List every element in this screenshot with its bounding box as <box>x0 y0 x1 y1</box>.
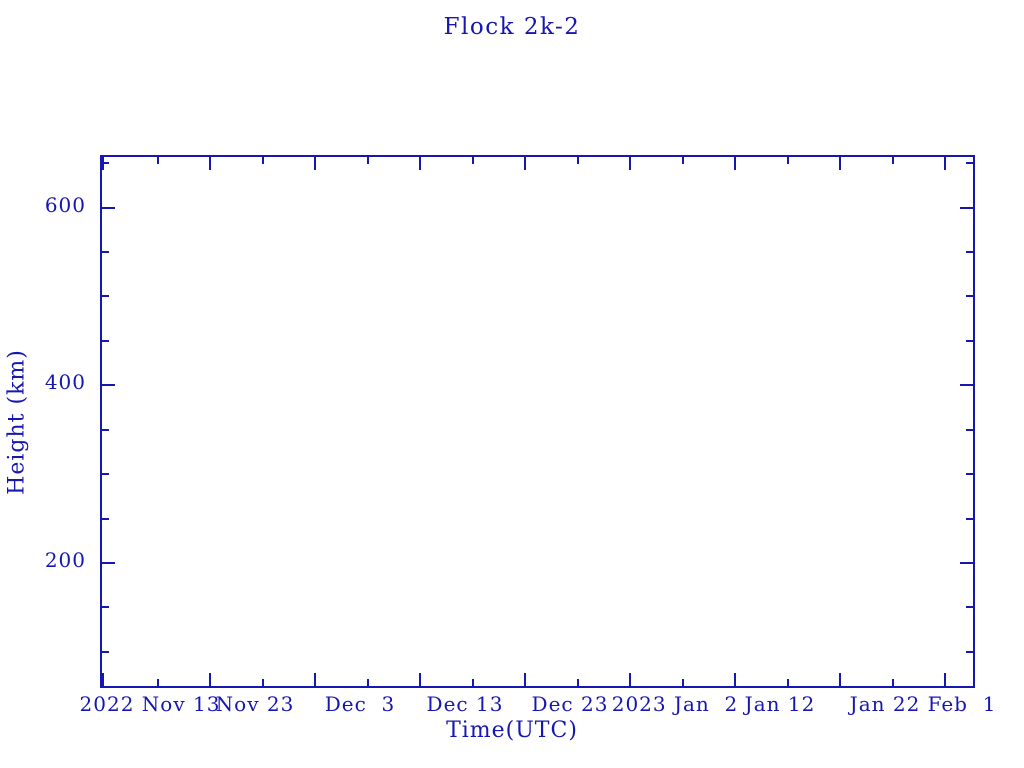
axis-tick <box>944 157 946 170</box>
axis-tick <box>629 673 631 686</box>
x-axis-title: Time(UTC) <box>446 718 578 743</box>
axis-tick <box>472 679 474 686</box>
x-axis-tick-label: Nov 23 <box>215 692 295 716</box>
axis-tick <box>966 473 973 475</box>
axis-tick <box>419 157 421 170</box>
axis-tick <box>524 157 526 170</box>
axis-tick <box>577 679 579 686</box>
axis-tick <box>157 157 159 164</box>
axis-tick <box>960 207 973 209</box>
axis-tick <box>102 473 109 475</box>
y-axis-tick-labels: 600 400 200 <box>0 155 92 688</box>
axis-tick <box>419 673 421 686</box>
axis-tick <box>682 157 684 164</box>
axis-tick <box>966 295 973 297</box>
axis-tick <box>102 673 104 686</box>
axis-tick <box>966 251 973 253</box>
x-axis-tick-label: Dec 13 <box>426 692 504 716</box>
axis-tick <box>839 673 841 686</box>
axis-tick <box>314 157 316 170</box>
axis-tick <box>102 518 109 520</box>
x-axis-tick-label: Dec 23 <box>531 692 609 716</box>
axis-tick <box>892 679 894 686</box>
axis-tick <box>944 673 946 686</box>
axis-tick <box>966 651 973 653</box>
axis-tick <box>367 679 369 686</box>
axis-tick <box>102 606 109 608</box>
chart-title: Flock 2k-2 <box>443 14 581 40</box>
axis-tick <box>102 251 109 253</box>
axis-tick <box>966 518 973 520</box>
y-axis-tick-label: 200 <box>44 548 86 572</box>
axis-tick <box>787 679 789 686</box>
y-axis-tick-label: 600 <box>44 193 86 217</box>
axis-tick <box>102 207 115 209</box>
axis-tick <box>367 157 369 164</box>
x-axis-tick-labels: 2022 Nov 13 Nov 23 Dec 3 Dec 13 Dec 23 2023 J… <box>0 692 1024 720</box>
axis-tick <box>314 673 316 686</box>
axis-tick <box>966 429 973 431</box>
axis-tick <box>734 157 736 170</box>
plot-area <box>100 155 975 688</box>
y-axis-title: Height (km) <box>4 348 30 495</box>
axis-tick <box>892 157 894 164</box>
x-axis-tick-label: 2022 Nov 13 <box>79 692 221 716</box>
axis-tick <box>524 673 526 686</box>
axis-tick <box>966 340 973 342</box>
axis-tick <box>102 384 115 386</box>
axis-tick <box>960 562 973 564</box>
axis-tick <box>734 673 736 686</box>
axis-tick <box>577 157 579 164</box>
axis-tick <box>102 340 109 342</box>
axis-tick <box>102 651 109 653</box>
axis-tick <box>960 384 973 386</box>
axis-tick <box>966 606 973 608</box>
y-axis-title-wrapper: Height (km) <box>0 155 34 688</box>
x-axis-tick-label: Dec 3 <box>324 692 396 716</box>
axis-tick <box>787 157 789 164</box>
axis-tick <box>262 679 264 686</box>
axis-tick <box>102 562 115 564</box>
axis-tick <box>472 157 474 164</box>
axis-tick <box>682 679 684 686</box>
x-axis-tick-label: Jan 12 <box>744 692 816 716</box>
axis-tick <box>966 162 973 164</box>
x-axis-tick-label: Feb 1 <box>927 692 997 716</box>
axis-tick <box>262 157 264 164</box>
axis-tick <box>209 157 211 170</box>
y-axis-tick-label: 400 <box>44 370 86 394</box>
axis-tick <box>209 673 211 686</box>
axis-tick <box>102 429 109 431</box>
axis-tick <box>157 679 159 686</box>
axis-tick <box>102 162 109 164</box>
data-series-layer <box>102 157 973 686</box>
axis-tick <box>102 295 109 297</box>
x-axis-tick-label: 2023 Jan 2 <box>611 692 739 716</box>
axis-tick <box>839 157 841 170</box>
x-axis-tick-label: Jan 22 <box>849 692 921 716</box>
axis-tick <box>629 157 631 170</box>
